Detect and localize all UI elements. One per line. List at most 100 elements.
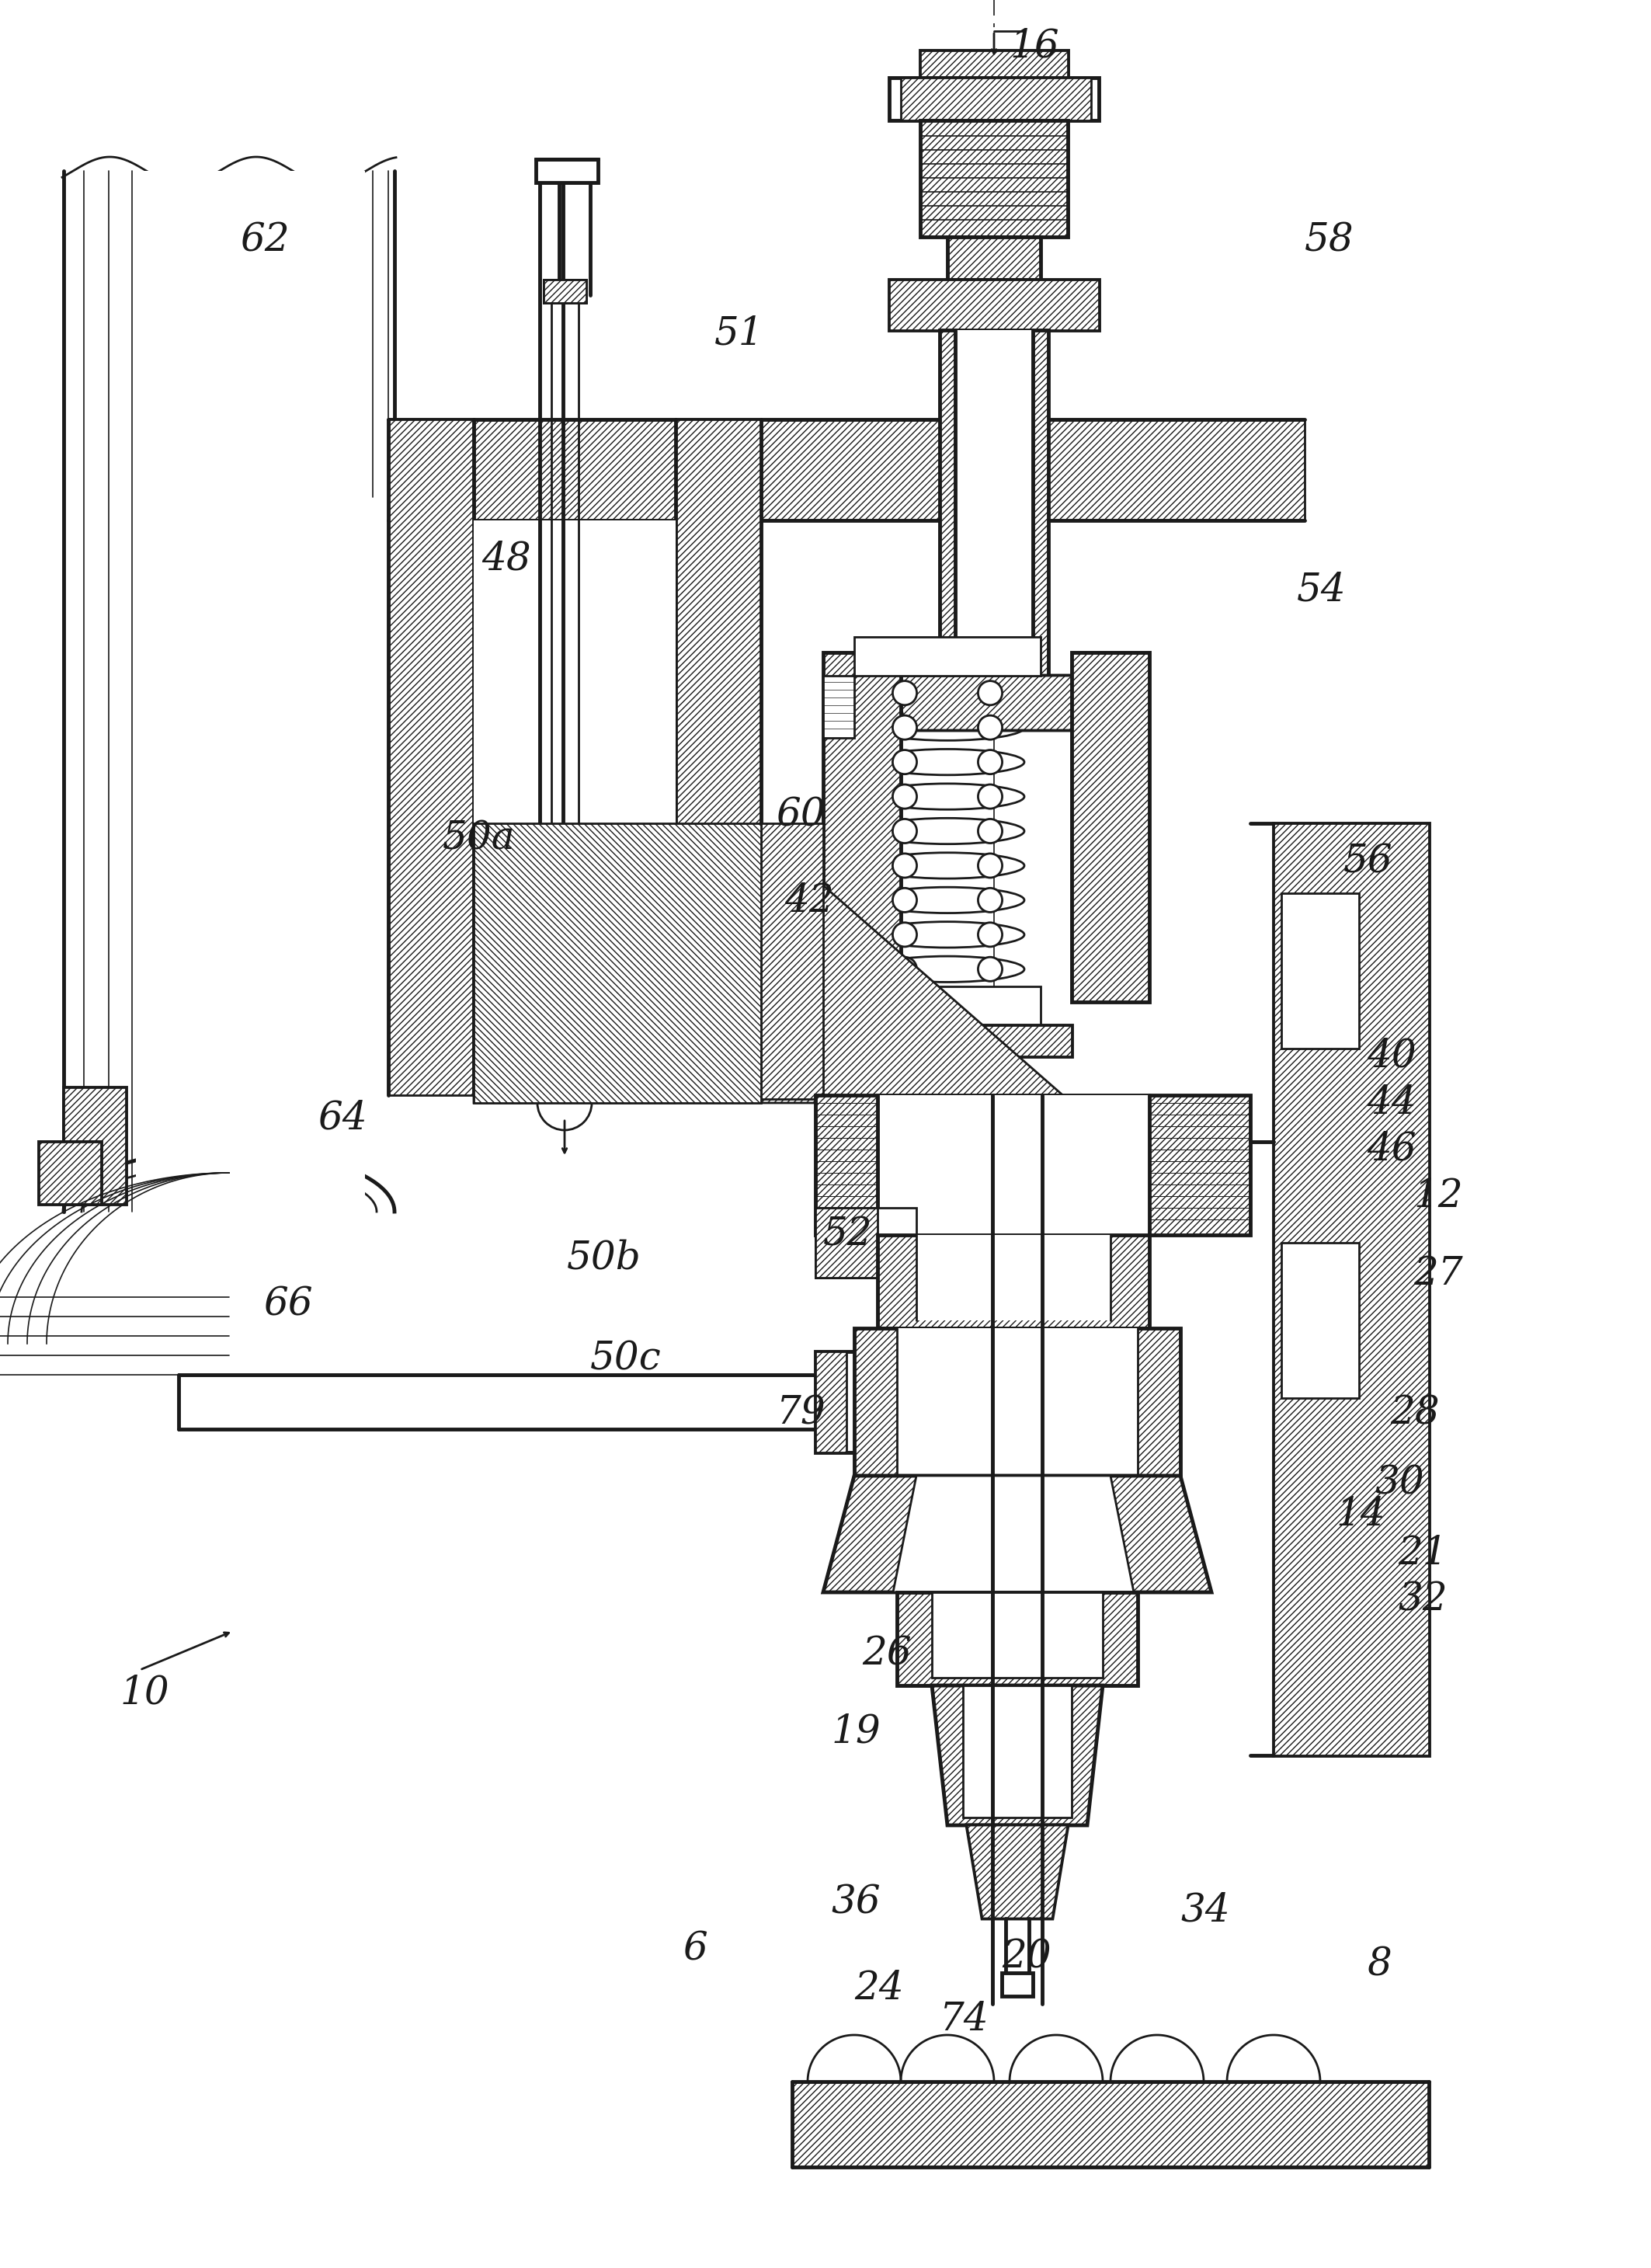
Text: 30: 30 xyxy=(1375,1465,1425,1504)
Bar xyxy=(854,987,1040,1025)
Ellipse shape xyxy=(870,748,1024,776)
Bar xyxy=(824,676,854,737)
Ellipse shape xyxy=(870,887,1024,914)
Circle shape xyxy=(893,714,916,739)
Ellipse shape xyxy=(870,785,1024,810)
Bar xyxy=(792,2082,1428,2166)
Bar xyxy=(816,1209,916,1277)
Bar xyxy=(1071,653,1149,1002)
Circle shape xyxy=(893,785,916,810)
Circle shape xyxy=(977,853,1002,878)
Bar xyxy=(135,170,365,1243)
Text: 62: 62 xyxy=(241,222,291,261)
Bar xyxy=(920,50,1068,77)
Bar xyxy=(1273,823,1428,1755)
Bar xyxy=(920,50,1068,77)
Bar xyxy=(675,420,761,1095)
Bar xyxy=(920,120,1068,236)
Bar xyxy=(896,1592,1138,1685)
Circle shape xyxy=(977,957,1002,982)
Text: 52: 52 xyxy=(824,1216,873,1254)
Text: 74: 74 xyxy=(939,2000,989,2039)
Ellipse shape xyxy=(870,853,1024,878)
Ellipse shape xyxy=(870,680,1024,705)
Circle shape xyxy=(893,819,916,844)
Bar xyxy=(388,420,474,1095)
Text: 14: 14 xyxy=(1336,1495,1385,1533)
Polygon shape xyxy=(890,676,1100,730)
Text: 16: 16 xyxy=(1009,27,1058,66)
Bar xyxy=(816,1352,847,1452)
Text: 50c: 50c xyxy=(589,1340,662,1379)
Text: 12: 12 xyxy=(1413,1177,1463,1216)
Text: 60: 60 xyxy=(776,796,826,835)
Circle shape xyxy=(537,1075,591,1129)
Bar xyxy=(916,1236,1111,1320)
Bar xyxy=(862,1352,893,1452)
Circle shape xyxy=(893,680,916,705)
Bar xyxy=(1002,1973,1034,1996)
Text: 46: 46 xyxy=(1367,1129,1417,1168)
Bar xyxy=(824,653,901,1002)
Bar xyxy=(543,279,586,304)
Circle shape xyxy=(977,785,1002,810)
Polygon shape xyxy=(890,676,1100,730)
Text: 56: 56 xyxy=(1344,844,1393,882)
Circle shape xyxy=(977,889,1002,912)
Circle shape xyxy=(537,873,591,928)
Bar xyxy=(948,236,1040,279)
Text: 34: 34 xyxy=(1180,1892,1230,1930)
Bar xyxy=(920,120,1068,236)
Text: 64: 64 xyxy=(319,1100,368,1139)
Ellipse shape xyxy=(870,921,1024,948)
Polygon shape xyxy=(967,1826,1068,1919)
Ellipse shape xyxy=(870,714,1024,739)
Text: 32: 32 xyxy=(1398,1581,1448,1619)
Bar xyxy=(816,1095,1250,1236)
Text: 36: 36 xyxy=(830,1885,880,1923)
Text: 40: 40 xyxy=(1367,1036,1417,1075)
Bar xyxy=(537,159,598,181)
Circle shape xyxy=(893,751,916,773)
Polygon shape xyxy=(824,1476,1212,1592)
Circle shape xyxy=(977,923,1002,946)
Text: 42: 42 xyxy=(784,882,834,921)
Bar xyxy=(824,653,901,1002)
Polygon shape xyxy=(890,279,1100,331)
Bar xyxy=(939,331,1048,680)
Bar xyxy=(388,420,1304,519)
Text: 66: 66 xyxy=(264,1286,314,1325)
Bar xyxy=(1281,894,1359,1048)
Text: 21: 21 xyxy=(1398,1533,1448,1572)
Circle shape xyxy=(893,923,916,946)
Ellipse shape xyxy=(870,819,1024,844)
Bar xyxy=(901,77,1091,120)
Text: 44: 44 xyxy=(1367,1084,1417,1123)
Text: 54: 54 xyxy=(1298,572,1346,610)
Bar xyxy=(963,1685,1071,1817)
Bar xyxy=(896,1592,1138,1685)
Text: 51: 51 xyxy=(715,315,764,354)
Polygon shape xyxy=(893,1476,1134,1592)
Bar xyxy=(939,331,1048,680)
Text: 79: 79 xyxy=(776,1395,826,1433)
Circle shape xyxy=(893,889,916,912)
Bar xyxy=(896,1329,1138,1476)
Polygon shape xyxy=(854,1025,1071,1102)
Bar xyxy=(854,1329,1180,1483)
Bar xyxy=(1281,1243,1359,1397)
Circle shape xyxy=(537,975,591,1030)
Circle shape xyxy=(977,819,1002,844)
Bar xyxy=(543,279,586,304)
Circle shape xyxy=(977,680,1002,705)
Ellipse shape xyxy=(870,957,1024,982)
Text: 19: 19 xyxy=(830,1712,880,1751)
Text: 58: 58 xyxy=(1304,222,1354,261)
Bar xyxy=(64,1086,125,1204)
Polygon shape xyxy=(931,1685,1103,1826)
Bar xyxy=(64,1086,125,1204)
Circle shape xyxy=(977,714,1002,739)
Bar xyxy=(816,1095,1250,1236)
Bar xyxy=(878,1236,1149,1329)
Polygon shape xyxy=(854,1025,1071,1102)
